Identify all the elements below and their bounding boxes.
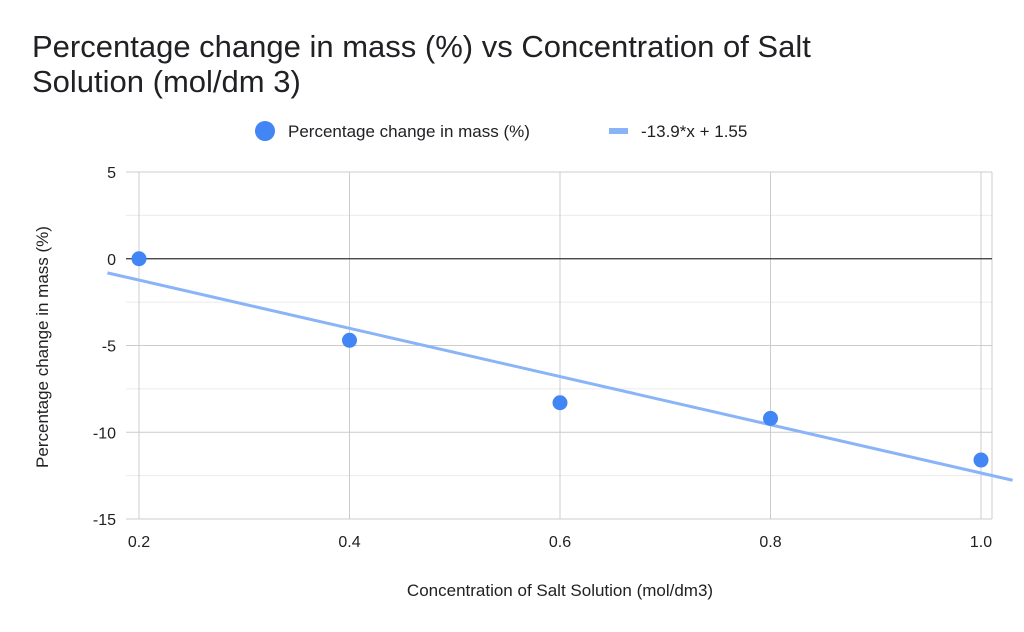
data-point <box>552 395 568 411</box>
y-tick-label: -15 <box>93 512 116 529</box>
x-axis-title: Concentration of Salt Solution (mol/dm3) <box>407 581 713 600</box>
y-tick-label: 0 <box>107 252 116 269</box>
data-point <box>973 452 989 468</box>
legend-trendline-label: -13.9*x + 1.55 <box>641 122 747 141</box>
data-point <box>342 332 357 348</box>
x-tick-label: 1.0 <box>970 534 992 551</box>
legend: Percentage change in mass (%) -13.9*x + … <box>255 121 747 141</box>
x-tick-label: 0.2 <box>128 534 150 551</box>
legend-series-marker <box>255 121 275 141</box>
y-axis-title: Percentage change in mass (%) <box>33 226 52 468</box>
data-points <box>131 251 989 468</box>
x-tick-label: 0.4 <box>338 534 360 551</box>
legend-series-label: Percentage change in mass (%) <box>288 122 530 141</box>
x-tick-label: 0.6 <box>549 534 571 551</box>
grid <box>126 171 993 520</box>
data-point <box>131 251 147 267</box>
data-point <box>763 410 778 426</box>
y-tick-label: -5 <box>102 339 116 356</box>
y-tick-label: 5 <box>107 165 116 182</box>
x-tick-label: 0.8 <box>759 534 781 551</box>
trendline-layer <box>107 271 1013 482</box>
trendline <box>107 271 1013 482</box>
y-tick-label: -10 <box>93 425 116 442</box>
chart-title-line-1: Percentage change in mass (%) vs Concent… <box>32 29 811 64</box>
chart-title-line-2: Solution (mol/dm 3) <box>32 64 301 99</box>
tick-labels: 5 0 -5 -10 -15 0.2 0.4 0.6 0.8 1.0 <box>93 165 992 551</box>
legend-trendline-swatch <box>609 128 628 134</box>
